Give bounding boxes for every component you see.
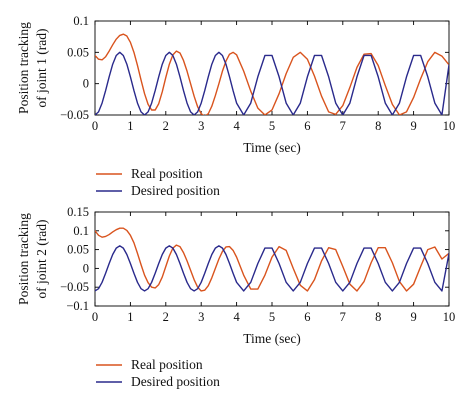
x-tick-label: 7 <box>340 119 346 133</box>
x-tick-label: 5 <box>269 119 275 133</box>
y-tick-label: 0.1 <box>73 14 89 28</box>
series-line-desired <box>95 245 449 292</box>
y-tick-label: 0 <box>83 77 89 91</box>
x-tick-label: 0 <box>92 119 98 133</box>
y-tick-label: 0.05 <box>67 45 89 59</box>
y-tick-label: 0 <box>83 261 89 275</box>
x-tick-label: 1 <box>127 119 133 133</box>
x-tick-label: 8 <box>375 119 381 133</box>
plot-frame <box>94 20 450 116</box>
series-line-desired <box>95 51 449 115</box>
legend-label-desired: Desired position <box>131 374 220 389</box>
legend-label-desired: Desired position <box>131 183 220 198</box>
y-tick-label: −0.05 <box>60 280 89 294</box>
x-tick-label: 9 <box>410 310 416 324</box>
x-tick-label: 2 <box>163 310 169 324</box>
y-tick-label: 0.1 <box>73 224 89 238</box>
x-tick-label: 5 <box>269 310 275 324</box>
x-tick-label: 10 <box>443 119 456 133</box>
x-tick-label: 1 <box>127 310 133 324</box>
x-tick-label: 3 <box>198 119 204 133</box>
x-tick-label: 6 <box>304 119 310 133</box>
x-axis-label: Time (sec) <box>243 140 301 155</box>
x-tick-label: 4 <box>233 310 240 324</box>
y-tick-label: −0.05 <box>60 108 89 122</box>
x-tick-label: 7 <box>340 310 346 324</box>
x-tick-label: 2 <box>163 119 169 133</box>
series-line-real <box>95 227 449 292</box>
x-axis-label: Time (sec) <box>243 331 301 346</box>
legend-label-real: Real position <box>131 357 203 372</box>
x-tick-label: 0 <box>92 310 98 324</box>
x-tick-label: 3 <box>198 310 204 324</box>
y-tick-label: 0.15 <box>67 205 89 219</box>
chart-panel-2: 0 1 2 3 4 5 6 7 8 9 10 −0.1 −0.05 0 0.05 0.1 0.15 Time (s… <box>16 205 455 389</box>
y-tick-label: −0.1 <box>66 299 89 313</box>
x-tick-label: 9 <box>410 119 416 133</box>
legend-label-real: Real position <box>131 166 203 181</box>
y-axis-label-line-1: Position tracking <box>16 213 31 305</box>
x-tick-label: 4 <box>233 119 240 133</box>
x-tick-label: 6 <box>304 310 310 324</box>
x-tick-label: 10 <box>443 310 456 324</box>
y-axis-label-line-2: of joint 2 (rad) <box>34 219 49 298</box>
y-axis-label-line-2: of joint 1 (rad) <box>34 28 49 107</box>
y-tick-label: 0.05 <box>67 243 89 257</box>
x-tick-label: 8 <box>375 310 381 324</box>
y-axis-label-line-1: Position tracking <box>16 22 31 114</box>
series-line-real <box>95 33 449 115</box>
